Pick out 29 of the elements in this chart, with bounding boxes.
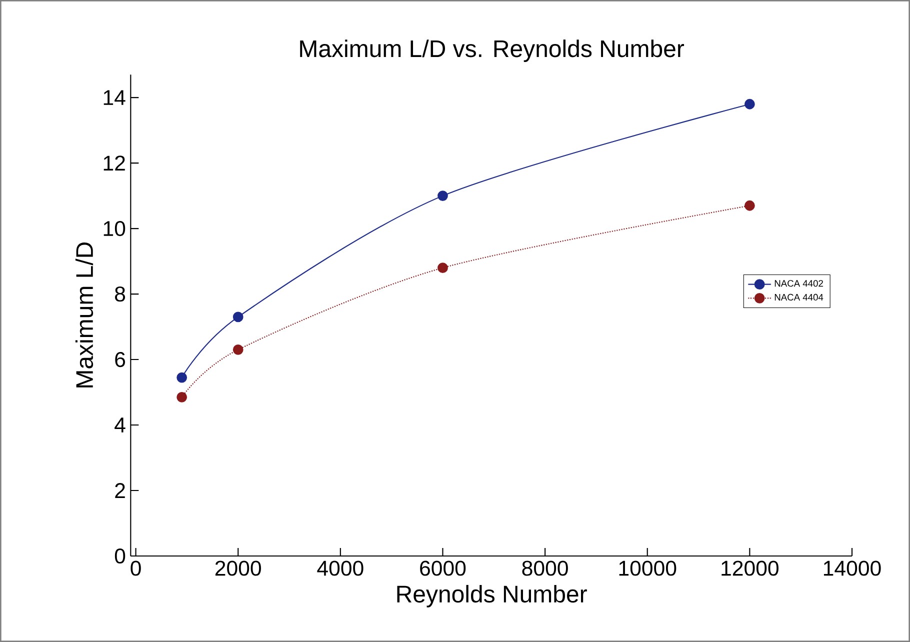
point (744, 200, 755, 211)
y-tick-label: 6 (115, 352, 126, 368)
x-axis-title: Reynolds Number (397, 584, 587, 608)
point (176, 392, 188, 402)
point (744, 98, 755, 110)
point (176, 372, 188, 383)
legend-label: NACA 4404 (774, 294, 824, 301)
x-tick-label: 14000 (824, 560, 881, 576)
x-tick-label: 12000 (722, 560, 778, 576)
point (232, 312, 244, 322)
y-tick-label: 2 (115, 483, 125, 498)
y-tick-label: 8 (115, 286, 126, 302)
y-tick-label: 12 (104, 156, 125, 171)
y-tick-label: 4 (114, 418, 126, 432)
x-tick-label: 10000 (619, 560, 676, 576)
legend-label: NACA 4402 (774, 280, 823, 287)
y-tick-label: 10 (104, 221, 126, 236)
x-tick-label: 0 (130, 560, 141, 576)
y-tick-label: 14 (104, 90, 126, 105)
x-tick-label: 4000 (317, 560, 364, 576)
x-tick-label: 6000 (420, 560, 466, 576)
y-tick-label: 0 (114, 548, 126, 564)
point (438, 190, 448, 202)
x-tick-label: 8000 (522, 560, 568, 576)
chart-title: Maximum L/D vs. Reynolds Number (300, 40, 684, 62)
point (232, 344, 244, 355)
y-axis-title: Maximum L/D (75, 242, 94, 388)
point (438, 262, 448, 274)
x-tick-label: 2000 (215, 560, 261, 576)
